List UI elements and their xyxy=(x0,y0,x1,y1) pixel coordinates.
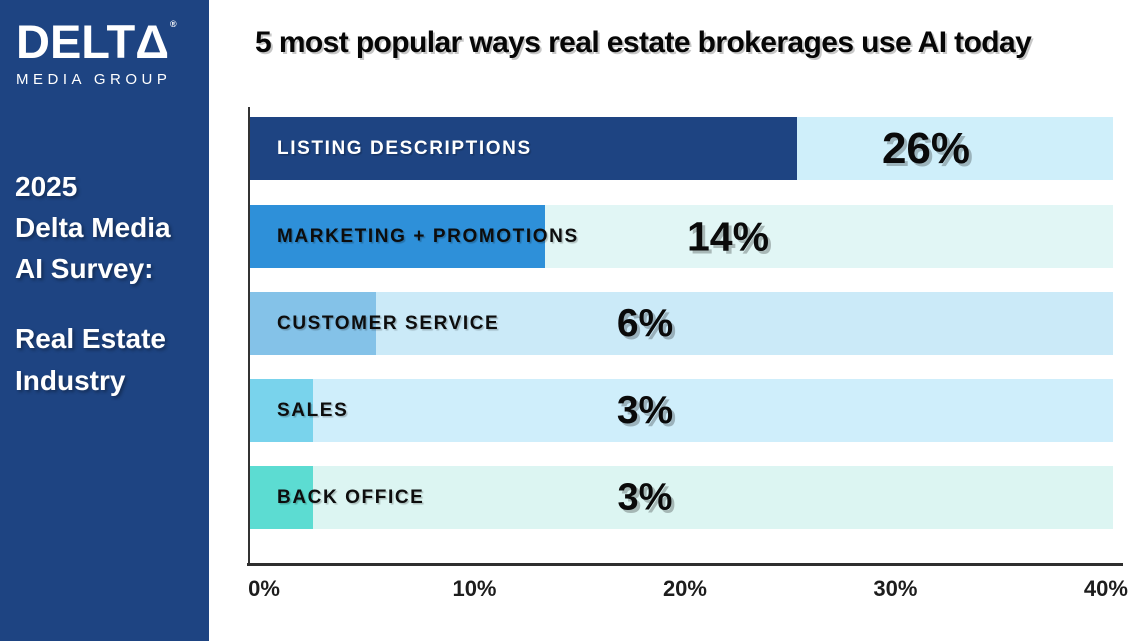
x-axis-ticks: 0% 10% 20% 30% 40% xyxy=(248,576,1128,606)
x-axis-tick-label: 30% xyxy=(873,576,918,601)
bar-fill xyxy=(250,466,314,529)
logo-wordmark-text: DELT xyxy=(16,15,136,68)
x-axis-line xyxy=(247,563,1123,566)
caption-spacer xyxy=(15,289,171,318)
registered-trademark-icon: ® xyxy=(170,19,177,29)
logo-subtitle: MEDIA GROUP xyxy=(16,71,172,88)
delta-media-group-logo: DELTΔ® MEDIA GROUP xyxy=(16,15,177,88)
x-axis-tick-label: 40% xyxy=(1083,576,1128,601)
bar-category-label: BACK OFFICE xyxy=(277,486,425,508)
bar-row: LISTING DESCRIPTIONS 26% xyxy=(250,117,1113,180)
bar-row: BACK OFFICE 3% xyxy=(250,466,1113,529)
caption-line: Industry xyxy=(15,364,126,396)
chart-title: 5 most popular ways real estate brokerag… xyxy=(255,26,1032,59)
bar-value-label: 6% xyxy=(616,301,674,345)
survey-caption: 2025 Delta Media AI Survey: Real Estate Indu… xyxy=(15,166,171,401)
bar-fill xyxy=(250,117,798,180)
bar-fill xyxy=(250,292,377,355)
sidebar: DELTΔ® MEDIA GROUP 2025 Delta Media AI Sur… xyxy=(0,0,209,641)
logo-wordmark: DELTΔ® xyxy=(16,15,177,68)
bar-category-label: SALES xyxy=(277,399,349,421)
bar-value-label: 14% xyxy=(686,213,770,259)
bar-row: MARKETING + PROMOTIONS 14% xyxy=(250,205,1113,268)
caption-line: 2025 xyxy=(15,171,78,202)
bar-row: CUSTOMER SERVICE 6% xyxy=(250,292,1113,355)
bar-track xyxy=(250,292,1113,355)
bar-category-label: LISTING DESCRIPTIONS xyxy=(277,137,532,159)
bar-row: SALES 3% xyxy=(250,379,1113,442)
bar-value-label: 3% xyxy=(617,476,673,518)
y-axis-line xyxy=(248,107,250,563)
x-axis-tick-label: 20% xyxy=(662,576,707,601)
bar-category-label: CUSTOMER SERVICE xyxy=(277,312,500,334)
bar-category-label: MARKETING + PROMOTIONS xyxy=(277,225,579,247)
bar-value-label: 3% xyxy=(616,388,674,432)
bar-chart: LISTING DESCRIPTIONS 26% MARKETING + PROMO… xyxy=(247,107,1128,610)
logo-triangle-icon: Δ xyxy=(135,15,170,68)
x-axis-tick-label: 0% xyxy=(248,576,280,601)
caption-line: Real Estate xyxy=(15,323,166,355)
caption-line: Delta Media xyxy=(15,212,171,244)
x-axis-tick-label: 10% xyxy=(452,576,497,601)
bar-fill xyxy=(250,379,314,442)
bar-track xyxy=(250,379,1113,442)
caption-line: AI Survey: xyxy=(15,253,154,285)
bar-track xyxy=(250,466,1113,529)
bar-value-label: 26% xyxy=(881,123,971,173)
bar-fill xyxy=(250,205,545,268)
